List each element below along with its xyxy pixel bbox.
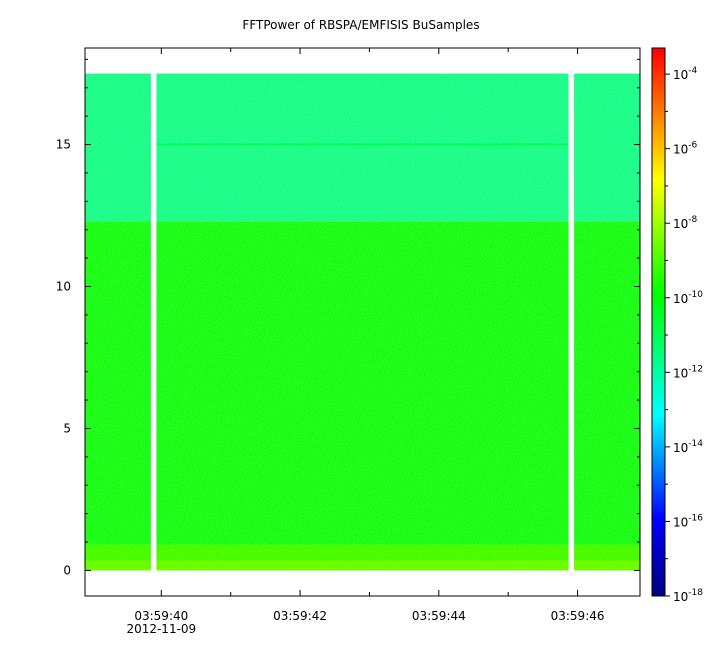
chart-title: FFTPower of RBSPA/EMFISIS BuSamples: [242, 18, 479, 32]
colorbar-tick-label: 10-10: [673, 290, 703, 306]
x-tick-label: 03:59:46: [551, 609, 605, 623]
heatmap-bands: [85, 73, 640, 571]
x-tick-label: 03:59:44: [412, 609, 466, 623]
y-axis: 0 5 10 15: [56, 58, 640, 577]
y-tick-label: 15: [56, 138, 71, 152]
x-tick-label: 03:59:40: [134, 609, 188, 623]
data-gap-0: [150, 72, 157, 572]
colorbar: 10-18 10-16 10-14 10-12 10-10 10-8 10-6 10-4: [651, 47, 703, 604]
data-gaps: [150, 72, 575, 572]
colorbar-tick-label: 10-16: [673, 513, 703, 529]
colorbar-tick-label: 10-4: [673, 66, 698, 82]
colorbar-gradient: [651, 47, 666, 597]
x-date-label: 2012-11-09: [126, 622, 196, 636]
colorbar-tick-label: 10-6: [673, 141, 698, 157]
plot-border: [84, 47, 641, 597]
heatmap-texture: [85, 73, 640, 571]
x-tick-label: 03:59:42: [273, 609, 327, 623]
plot-frame: [84, 47, 641, 597]
colorbar-tick-label: 10-18: [673, 588, 703, 604]
colorbar-tick-label: 10-12: [673, 364, 703, 380]
colorbar-tick-label: 10-14: [673, 439, 703, 455]
data-gap-1: [568, 72, 575, 572]
y-tick-label: 10: [56, 280, 71, 294]
x-axis: 03:59:40 03:59:42 03:59:44 03:59:46 2012-11-…: [126, 48, 605, 636]
y-tick-label: 0: [63, 563, 71, 577]
colorbar-tick-label: 10-8: [673, 215, 698, 231]
y-tick-label: 5: [63, 421, 71, 435]
